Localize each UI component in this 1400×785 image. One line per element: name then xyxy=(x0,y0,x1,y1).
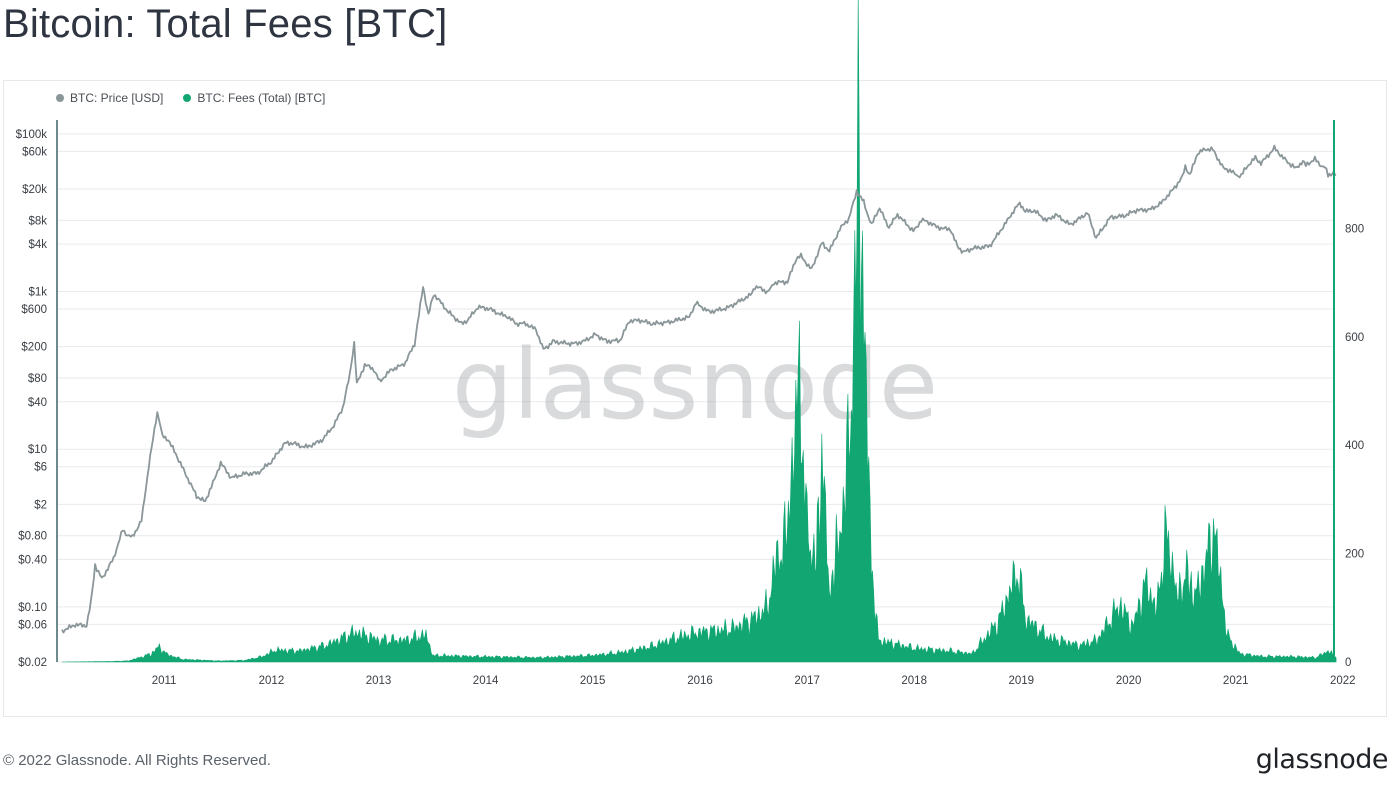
x-tick-label: 2018 xyxy=(901,675,927,687)
y-left-tick-label: $1k xyxy=(28,287,47,299)
y-left-tick-label: $80 xyxy=(28,373,47,385)
y-right-tick-label: 800 xyxy=(1345,223,1364,235)
page-title: Bitcoin: Total Fees [BTC] xyxy=(3,2,448,46)
legend-price-label: BTC: Price [USD] xyxy=(70,91,164,105)
y-left-tick-label: $40 xyxy=(28,397,47,409)
legend-fees-label: BTC: Fees (Total) [BTC] xyxy=(197,91,326,105)
y-left-tick-label: $2 xyxy=(34,499,47,511)
price-line xyxy=(61,144,1337,634)
x-tick-label: 2013 xyxy=(366,675,392,687)
price-series xyxy=(61,144,1337,634)
footer-copyright: © 2022 Glassnode. All Rights Reserved. xyxy=(3,752,271,769)
y-left-tick-label: $0.10 xyxy=(18,602,47,614)
y-right-tick-label: 200 xyxy=(1345,549,1364,561)
y-left-tick-label: $200 xyxy=(21,342,47,354)
legend-fees-dot-icon xyxy=(183,94,192,102)
y-right-tick-label: 0 xyxy=(1345,657,1351,669)
y-left-tick-label: $6 xyxy=(34,462,47,474)
x-tick-label: 2017 xyxy=(794,675,820,687)
fees-series xyxy=(62,0,1337,663)
gridlines xyxy=(57,133,1334,663)
x-tick-label: 2021 xyxy=(1223,675,1249,687)
legend-price-dot-icon xyxy=(56,94,64,102)
y-left-tick-label: $0.40 xyxy=(18,554,47,566)
y-left-tick-label: $8k xyxy=(28,215,47,227)
x-tick-label: 2019 xyxy=(1008,675,1034,687)
x-tick-label: 2011 xyxy=(152,675,177,687)
x-tick-label: 2014 xyxy=(473,675,499,687)
y-right-tick-label: 600 xyxy=(1345,332,1364,344)
legend-item-fees[interactable]: BTC: Fees (Total) [BTC] xyxy=(183,91,325,105)
y-left-tick-label: $0.02 xyxy=(18,657,47,669)
y-left-tick-label: $0.80 xyxy=(18,531,47,543)
y-left-tick-label: $60k xyxy=(22,146,47,158)
chart-legend: BTC: Price [USD] BTC: Fees (Total) [BTC] xyxy=(56,91,325,105)
x-tick-label: 2015 xyxy=(580,675,606,687)
y-left-tick-label: $0.06 xyxy=(18,619,47,631)
y-left-tick-label: $600 xyxy=(21,304,47,316)
x-tick-label: 2016 xyxy=(687,675,713,687)
x-tick-label: 2020 xyxy=(1116,675,1142,687)
x-tick-label: 2022 xyxy=(1330,675,1356,687)
y-right-tick-label: 400 xyxy=(1345,440,1364,452)
y-left-tick-label: $20k xyxy=(22,184,47,196)
x-tick-label: 2012 xyxy=(259,675,285,687)
fees-area xyxy=(62,0,1337,663)
chart-frame xyxy=(3,80,1387,717)
y-left-tick-label: $10 xyxy=(28,444,47,456)
y-left-tick-label: $4k xyxy=(28,239,47,251)
axes: $100k $60k $20k $8k $4k $1k $600 $200 $80 $40 $10 $… xyxy=(16,120,1364,687)
y-left-tick-label: $100k xyxy=(16,129,48,141)
brand-logo[interactable]: glassnode xyxy=(1255,744,1389,775)
legend-item-price[interactable]: BTC: Price [USD] xyxy=(56,91,163,105)
